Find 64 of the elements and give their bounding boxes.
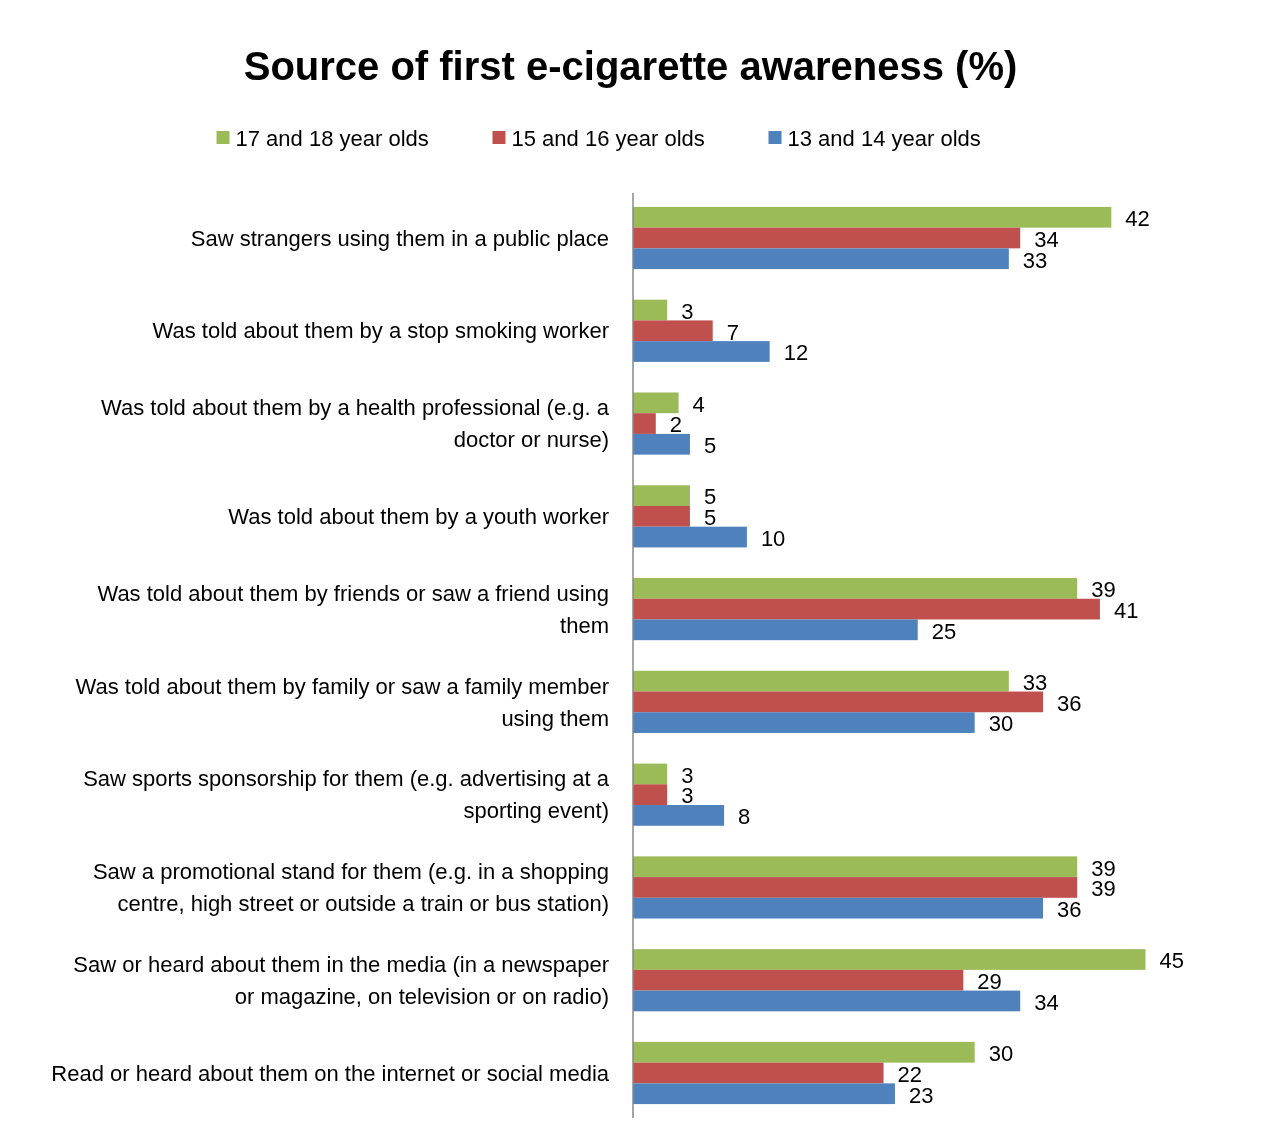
data-label: 36 bbox=[1057, 896, 1082, 922]
bar bbox=[633, 206, 1112, 228]
bar bbox=[633, 505, 690, 527]
bar bbox=[633, 227, 1021, 249]
bar bbox=[633, 598, 1100, 620]
data-label: 8 bbox=[738, 804, 751, 830]
bar bbox=[633, 619, 918, 641]
bar bbox=[633, 485, 690, 506]
bar bbox=[633, 1083, 895, 1105]
legend-label: 17 and 18 year olds bbox=[235, 125, 429, 151]
data-label: 10 bbox=[760, 525, 786, 551]
legend-label: 15 and 16 year olds bbox=[511, 125, 705, 151]
data-label: 33 bbox=[1022, 669, 1048, 695]
y-tick-label: Saw or heard about them in the media (in a newspaper or magazine, on television or on radio) bbox=[73, 951, 609, 1009]
bar bbox=[633, 392, 679, 414]
y-tick-label: Was told about them by family or saw a family member using them bbox=[75, 673, 609, 731]
data-label: 4 bbox=[692, 391, 705, 417]
data-label: 34 bbox=[1034, 989, 1059, 1015]
bar bbox=[633, 784, 668, 806]
bar bbox=[633, 691, 1043, 713]
y-tick-label: Saw strangers using them in a public place bbox=[190, 225, 609, 251]
bar bbox=[633, 763, 668, 785]
data-label: 36 bbox=[1057, 690, 1082, 716]
bar bbox=[633, 1041, 975, 1063]
bar bbox=[633, 712, 975, 733]
data-label: 25 bbox=[931, 618, 957, 644]
data-label: 12 bbox=[783, 340, 809, 366]
chart-title: Source of first e-cigarette awareness (%) bbox=[243, 44, 1018, 88]
y-tick-label: Saw a promotional stand for them (e.g. in a shopping centre, high street or outside a train or bus station) bbox=[92, 859, 609, 917]
bar bbox=[633, 670, 1009, 692]
legend-label: 13 and 14 year olds bbox=[787, 125, 981, 151]
data-label: 30 bbox=[988, 1041, 1014, 1067]
data-label: 3 bbox=[681, 298, 694, 324]
y-tick-label: Was told about them by a health professional (e.g. a doctor or nurse) bbox=[101, 395, 610, 453]
y-tick-label: Was told about them by a youth worker bbox=[228, 504, 609, 530]
bar bbox=[633, 433, 690, 455]
data-label: 7 bbox=[726, 319, 739, 345]
bar bbox=[633, 805, 725, 826]
bar bbox=[633, 877, 1078, 898]
data-label: 42 bbox=[1125, 206, 1150, 232]
bar bbox=[633, 299, 668, 321]
bar bbox=[633, 248, 1009, 270]
data-label: 45 bbox=[1159, 948, 1184, 974]
bar bbox=[633, 856, 1078, 878]
data-label: 41 bbox=[1113, 597, 1139, 623]
data-label: 5 bbox=[703, 433, 717, 459]
y-tick-label: Saw sports sponsorship for them (e.g. advertising at a sporting event) bbox=[83, 766, 610, 824]
bar bbox=[633, 1062, 884, 1084]
bar bbox=[633, 949, 1146, 970]
data-label: 2 bbox=[669, 412, 683, 438]
bar bbox=[633, 341, 770, 362]
bar bbox=[633, 578, 1078, 599]
data-label: 30 bbox=[988, 711, 1014, 737]
y-tick-label: Was told about them by friends or saw a friend using them bbox=[97, 580, 609, 638]
data-label: 39 bbox=[1091, 577, 1116, 603]
bar bbox=[633, 526, 747, 548]
y-tick-label: Was told about them by a stop smoking worker bbox=[152, 318, 609, 344]
bar bbox=[633, 413, 656, 434]
bar bbox=[633, 897, 1043, 919]
bar bbox=[633, 320, 713, 342]
y-tick-label: Read or heard about them on the internet or social media bbox=[51, 1060, 610, 1086]
bar bbox=[633, 969, 964, 991]
data-label: 29 bbox=[977, 969, 1002, 995]
bar bbox=[633, 990, 1021, 1012]
